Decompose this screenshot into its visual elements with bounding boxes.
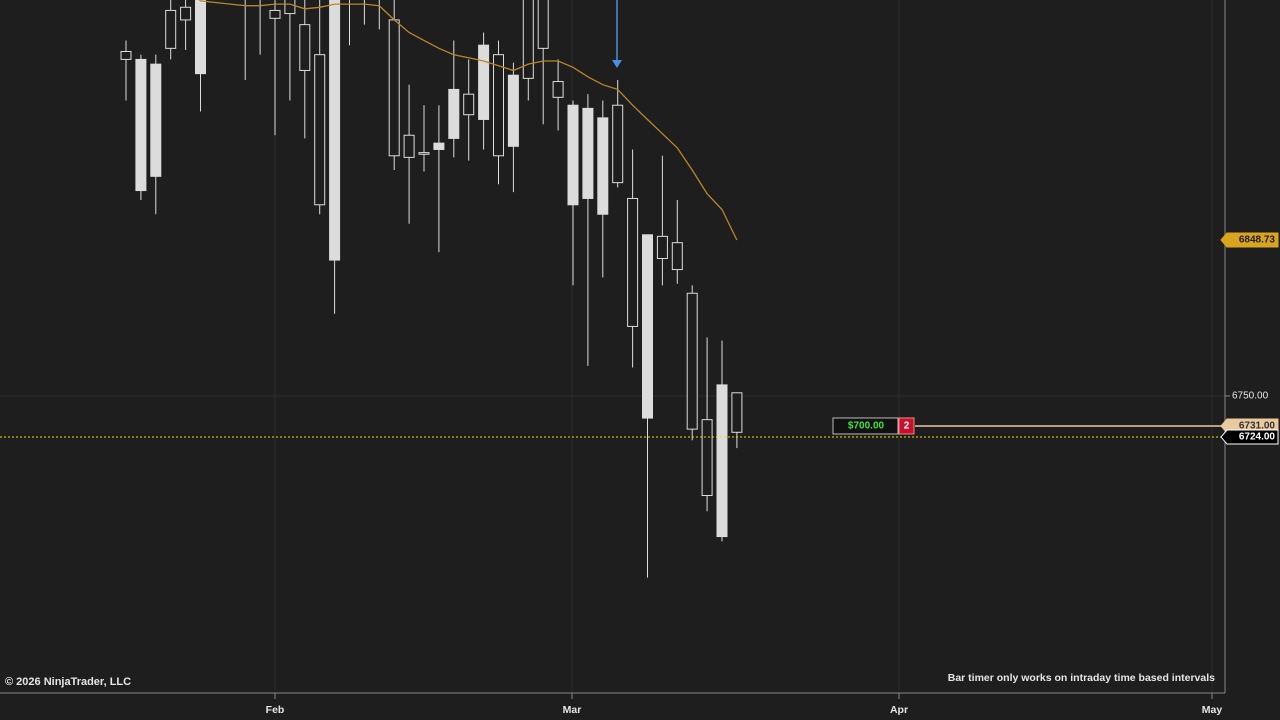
order-price-marker: 6731.00: [1239, 421, 1276, 432]
candle-body: [195, 0, 206, 75]
last-price-marker-box: [1220, 429, 1279, 445]
candle-body: [180, 6, 192, 21]
candle-body: [403, 134, 415, 158]
candle-body: [463, 93, 475, 116]
candle-body: [493, 54, 504, 157]
x-tick-label: Mar: [563, 704, 582, 716]
candle-body: [299, 24, 311, 71]
candle-body: [582, 107, 594, 199]
candle-body: [537, 0, 549, 49]
sma-price-marker: 6848.73: [1239, 235, 1276, 246]
candle-body: [165, 9, 177, 49]
candle-body: [388, 19, 400, 157]
last-price-marker: 6724.00: [1239, 432, 1276, 443]
candle-body: [135, 58, 147, 192]
candle-body: [716, 384, 728, 538]
candle-body: [507, 74, 519, 147]
copyright: © 2026 NinjaTrader, LLC: [5, 676, 131, 688]
candle-body: [448, 88, 460, 139]
candle-body: [671, 242, 683, 271]
candle-body: [612, 104, 624, 184]
plot-area: [120, 0, 743, 578]
candle-body: [314, 54, 326, 206]
candle-body: [567, 104, 579, 206]
candle-body: [656, 235, 668, 259]
candle-body: [552, 81, 564, 98]
order-qty-box: [898, 417, 915, 435]
candle-body: [120, 51, 132, 60]
order-qty: 2: [904, 421, 910, 432]
sma-price-marker-box: [1220, 232, 1279, 248]
candle-body: [269, 9, 281, 19]
candle-body: [642, 234, 653, 419]
candle-body: [418, 152, 430, 155]
candle-body: [478, 44, 490, 120]
candle-body: [686, 292, 698, 430]
candle-body: [284, 0, 296, 15]
order-pnl: $700.00: [848, 421, 885, 432]
x-tick-label: Feb: [266, 704, 285, 716]
x-tick-label: Apr: [890, 704, 908, 716]
x-tick-label: May: [1202, 704, 1223, 716]
bar-timer-note: Bar timer only works on intraday time ba…: [948, 672, 1215, 684]
candle-body: [150, 63, 162, 177]
candle-body: [731, 392, 743, 433]
candle-body: [597, 117, 609, 215]
candle-body: [522, 0, 534, 79]
candle-body: [701, 419, 713, 496]
candle-body: [329, 0, 341, 261]
candle-body: [433, 142, 445, 150]
sma-line: [198, 0, 738, 241]
order-pnl-box: [832, 417, 899, 435]
y-tick-label: 6750.00: [1232, 391, 1269, 402]
candle-body: [627, 197, 639, 327]
signal-arrow-head: [612, 60, 622, 68]
